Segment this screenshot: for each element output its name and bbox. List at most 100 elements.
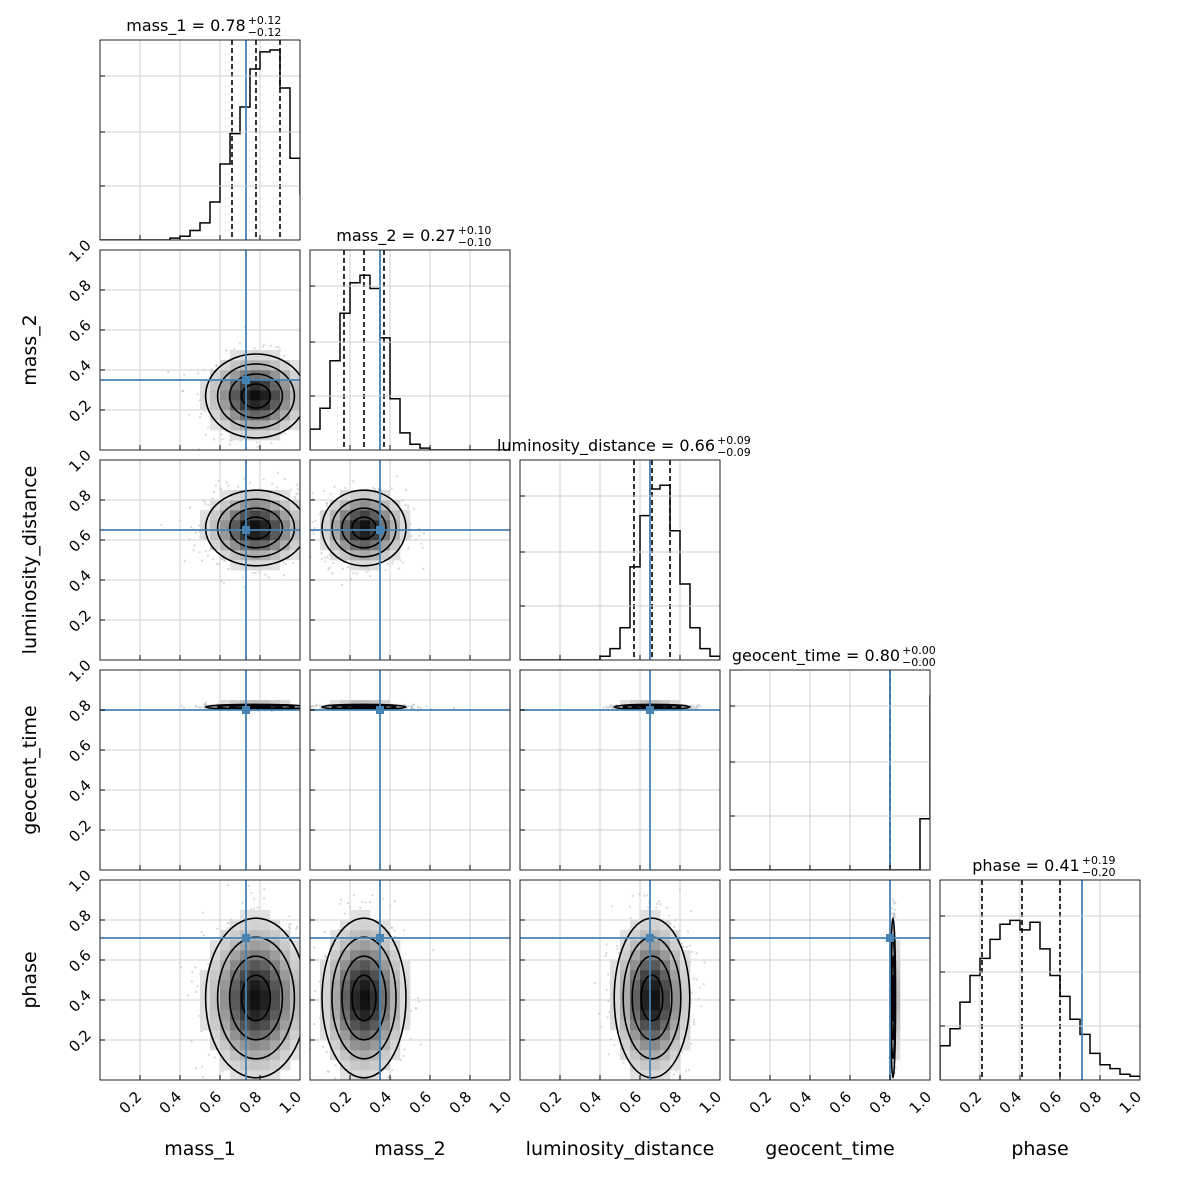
density-cell xyxy=(270,360,281,371)
y-axis-label-mass_2: mass_2 xyxy=(19,314,41,386)
sample-point xyxy=(192,549,195,552)
sample-point xyxy=(305,707,307,709)
sample-point xyxy=(305,707,307,709)
sample-point xyxy=(328,566,331,569)
sample-point xyxy=(305,520,307,522)
histogram-luminosity_distance xyxy=(520,484,720,660)
sample-point xyxy=(400,540,403,543)
sample-point xyxy=(315,525,317,527)
density-cell xyxy=(220,490,231,501)
density-cell xyxy=(280,530,291,541)
contour-level-2 xyxy=(228,373,284,419)
density-cell xyxy=(220,380,231,391)
sample-point xyxy=(322,489,326,493)
sample-point xyxy=(284,563,287,566)
density-cell xyxy=(350,490,361,501)
sample-point xyxy=(226,883,229,887)
density-cell xyxy=(250,420,261,431)
sample-point xyxy=(355,572,358,575)
sample-point xyxy=(207,426,210,429)
density-cell xyxy=(280,410,291,421)
density-cell xyxy=(220,530,231,541)
y-tick-label: 0.2 xyxy=(65,396,95,426)
density-cell xyxy=(280,510,291,521)
sample-point xyxy=(188,506,192,509)
sample-point xyxy=(606,706,610,710)
density-cell xyxy=(290,500,300,511)
sample-point xyxy=(412,507,416,510)
title-plus: +0.12 xyxy=(248,14,282,27)
sample-point xyxy=(371,486,375,490)
sample-point xyxy=(222,582,226,585)
density-cell xyxy=(390,540,401,551)
sample-point xyxy=(210,368,214,371)
density-cell xyxy=(340,490,351,501)
density-cell xyxy=(290,420,300,431)
sample-point xyxy=(690,707,693,710)
density-cell xyxy=(210,390,221,401)
sample-point xyxy=(302,402,304,404)
density-cell xyxy=(290,540,300,551)
sample-point xyxy=(188,538,191,541)
sample-point xyxy=(211,497,214,500)
density-cell xyxy=(250,370,261,381)
panel-mass_2-vs-luminosity_distance xyxy=(309,459,511,661)
sample-point xyxy=(302,506,304,508)
sample-point xyxy=(410,705,413,708)
contour-level-4 xyxy=(204,489,300,567)
sample-point xyxy=(420,542,423,545)
sample-point xyxy=(407,506,410,509)
density-cell xyxy=(200,400,211,411)
sample-point xyxy=(412,704,415,707)
density-cell xyxy=(290,530,300,541)
density-cell xyxy=(260,430,271,441)
sample-point xyxy=(404,504,407,507)
density-cell xyxy=(340,510,351,521)
panel-content xyxy=(310,250,510,450)
title-plus: +0.09 xyxy=(717,434,751,447)
sample-point xyxy=(300,542,302,544)
sample-point xyxy=(225,481,228,484)
density-cell xyxy=(260,380,271,391)
panel-frame xyxy=(309,669,511,871)
density-cell xyxy=(220,360,231,371)
sample-point xyxy=(252,571,255,575)
sample-point xyxy=(397,567,401,570)
sample-point xyxy=(257,1132,259,1134)
panel-luminosity_distance-vs-geocent_time xyxy=(519,669,721,871)
sample-point xyxy=(312,403,314,405)
sample-point xyxy=(315,430,317,432)
density-cell xyxy=(290,410,300,421)
density-cell xyxy=(380,510,391,521)
density-cell xyxy=(390,550,401,561)
contour-level-4 xyxy=(321,489,407,567)
sample-point xyxy=(200,412,203,415)
sample-point xyxy=(198,551,201,554)
panel-content xyxy=(100,460,317,660)
sample-point xyxy=(422,567,425,570)
sample-point xyxy=(407,547,410,550)
density-cell xyxy=(280,390,291,401)
sample-point xyxy=(194,531,197,534)
panel-title: mass_1 = 0.78 +0.12−0.12 xyxy=(126,14,281,39)
sample-point xyxy=(416,706,419,709)
density-cell xyxy=(220,390,231,401)
sample-point xyxy=(197,372,200,375)
sample-point xyxy=(320,551,323,555)
sample-point xyxy=(269,344,273,347)
sample-point xyxy=(197,706,201,709)
title-text: luminosity_distance = 0.66 xyxy=(497,436,715,456)
density-cell xyxy=(360,520,371,531)
sample-point xyxy=(277,346,280,349)
density-cell xyxy=(270,540,281,551)
sample-point xyxy=(270,441,273,445)
histogram-geocent_time xyxy=(730,695,930,870)
density-cell xyxy=(330,500,341,511)
panel-content xyxy=(305,670,510,870)
density-cell xyxy=(210,530,221,541)
sample-point xyxy=(323,556,326,559)
density-cell xyxy=(340,540,351,551)
